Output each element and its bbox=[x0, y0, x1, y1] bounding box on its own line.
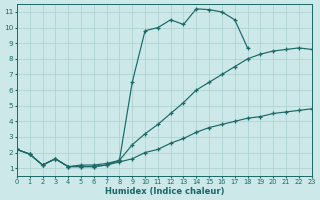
X-axis label: Humidex (Indice chaleur): Humidex (Indice chaleur) bbox=[105, 187, 224, 196]
